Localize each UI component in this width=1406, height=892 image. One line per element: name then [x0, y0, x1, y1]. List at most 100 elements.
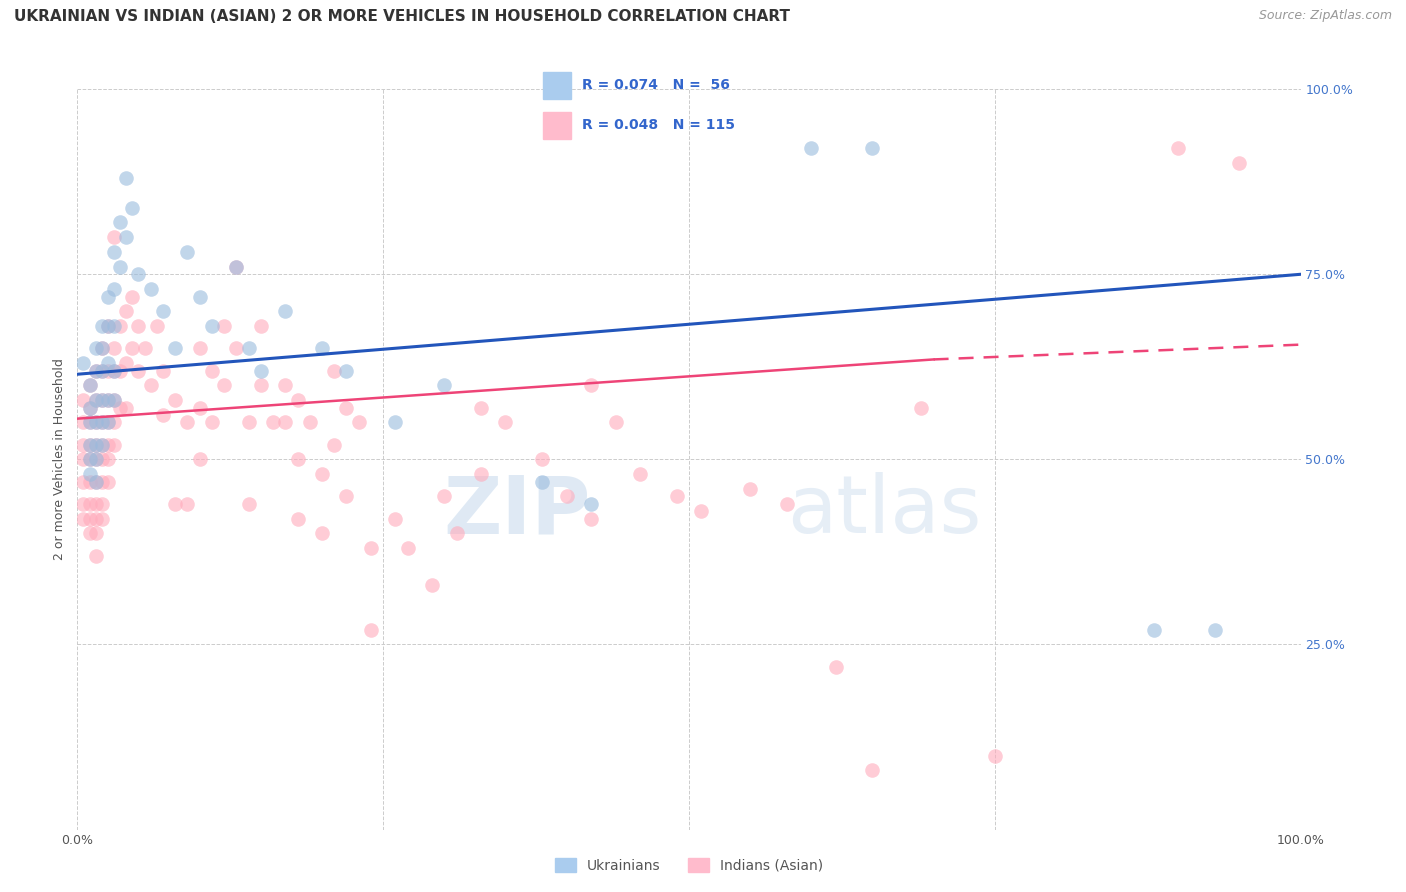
Point [165, 393, 187, 408]
Point [201, 319, 224, 334]
Point [90, 497, 112, 511]
Point [579, 378, 602, 392]
Point [139, 282, 162, 296]
Point [115, 401, 138, 415]
Point [79, 475, 101, 489]
Point [134, 342, 156, 356]
Point [740, 482, 762, 496]
Point [84, 393, 107, 408]
Point [360, 623, 382, 637]
Point [84, 363, 107, 377]
Point [250, 319, 273, 334]
Point [84, 416, 107, 430]
Point [298, 416, 321, 430]
Point [103, 363, 125, 377]
FancyBboxPatch shape [543, 71, 571, 99]
Point [188, 452, 211, 467]
Point [470, 467, 492, 482]
Point [84, 437, 107, 451]
Point [84, 475, 107, 489]
Point [665, 489, 688, 503]
Point [84, 526, 107, 541]
Point [72, 452, 94, 467]
Point [1143, 623, 1166, 637]
Point [776, 497, 799, 511]
Point [495, 416, 517, 430]
Point [90, 416, 112, 430]
Point [250, 363, 273, 377]
Point [121, 342, 143, 356]
Point [90, 475, 112, 489]
Point [287, 511, 309, 525]
FancyBboxPatch shape [543, 112, 571, 139]
Point [274, 378, 297, 392]
Point [97, 363, 120, 377]
Point [188, 289, 211, 303]
Point [384, 416, 406, 430]
Point [139, 378, 162, 392]
Point [188, 342, 211, 356]
Point [201, 416, 224, 430]
Point [90, 363, 112, 377]
Point [127, 363, 149, 377]
Text: ZIP: ZIP [444, 472, 591, 550]
Point [238, 497, 260, 511]
Point [800, 141, 823, 155]
Point [188, 401, 211, 415]
Point [420, 578, 443, 592]
Point [115, 171, 138, 186]
Point [103, 245, 125, 260]
Point [79, 401, 101, 415]
Point [79, 378, 101, 392]
Point [108, 401, 131, 415]
Point [121, 201, 143, 215]
Y-axis label: 2 or more Vehicles in Household: 2 or more Vehicles in Household [53, 359, 66, 560]
Point [824, 659, 846, 673]
Point [90, 511, 112, 525]
Legend: Ukrainians, Indians (Asian): Ukrainians, Indians (Asian) [550, 852, 828, 878]
Point [212, 319, 235, 334]
Point [146, 319, 169, 334]
Point [225, 342, 247, 356]
Point [103, 230, 125, 244]
Point [176, 497, 198, 511]
Point [323, 437, 346, 451]
Point [531, 475, 554, 489]
Point [84, 497, 107, 511]
Point [176, 416, 198, 430]
Point [225, 260, 247, 274]
Point [579, 497, 602, 511]
Point [79, 467, 101, 482]
Point [97, 319, 120, 334]
Point [287, 393, 309, 408]
Point [127, 268, 149, 282]
Point [335, 401, 357, 415]
Point [127, 319, 149, 334]
Point [311, 526, 333, 541]
Point [79, 416, 101, 430]
Point [103, 437, 125, 451]
Point [103, 282, 125, 296]
Point [103, 393, 125, 408]
Point [1229, 156, 1251, 170]
Point [396, 541, 419, 556]
Point [531, 452, 554, 467]
Point [201, 363, 224, 377]
Point [72, 356, 94, 370]
Point [152, 363, 174, 377]
Point [152, 304, 174, 318]
Point [347, 416, 370, 430]
Point [384, 511, 406, 525]
Point [165, 497, 187, 511]
Point [103, 342, 125, 356]
Point [84, 475, 107, 489]
Point [72, 416, 94, 430]
Point [605, 416, 627, 430]
Point [90, 363, 112, 377]
Point [90, 437, 112, 451]
Point [72, 511, 94, 525]
Point [238, 342, 260, 356]
Point [97, 393, 120, 408]
Point [90, 393, 112, 408]
Point [108, 319, 131, 334]
